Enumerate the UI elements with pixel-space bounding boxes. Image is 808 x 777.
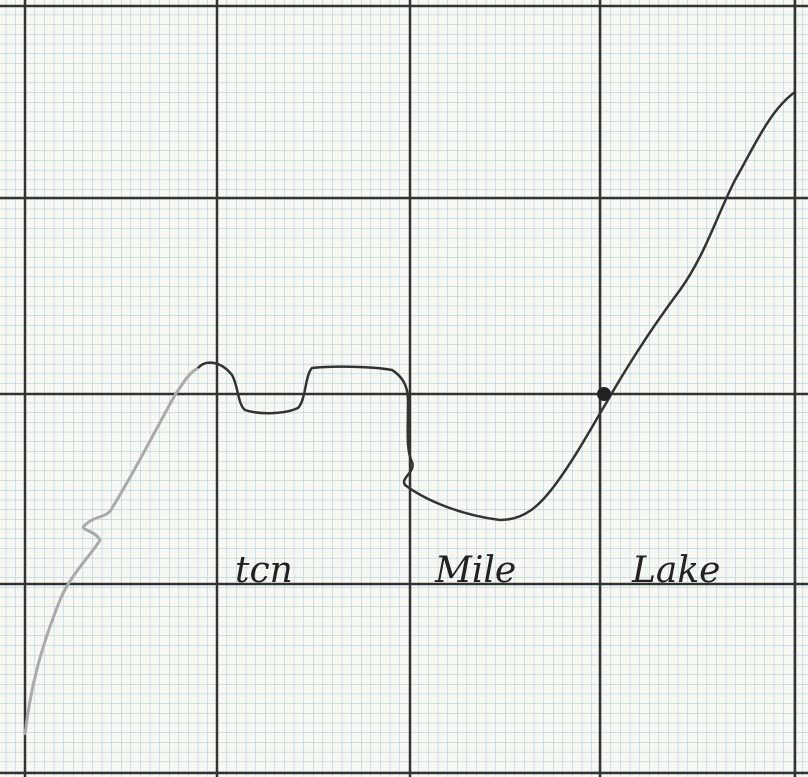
shore-gray xyxy=(23,366,199,736)
shore xyxy=(197,90,796,522)
label: Lake xyxy=(631,550,721,591)
label: Mile xyxy=(434,550,516,591)
label: tcn xyxy=(235,550,293,591)
point xyxy=(597,387,611,401)
